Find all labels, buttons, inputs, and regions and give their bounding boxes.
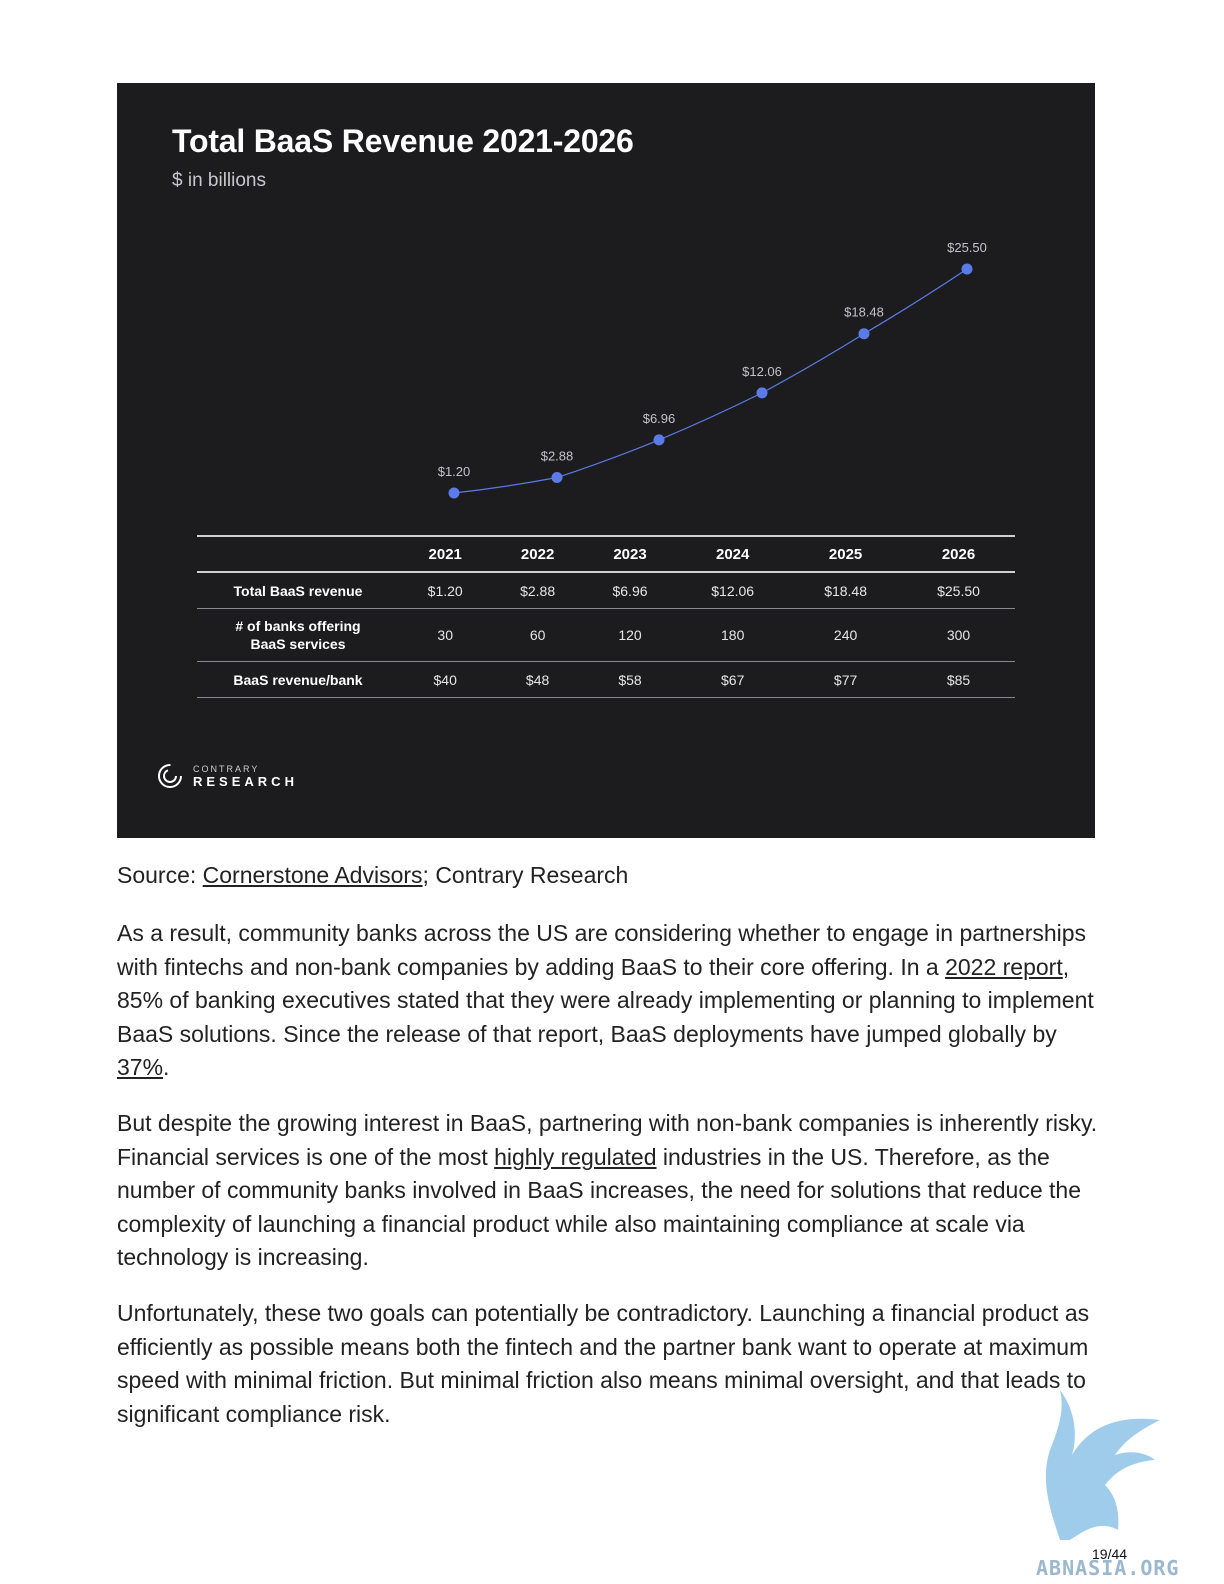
table-cell: 180: [676, 609, 790, 662]
table-cell: $85: [902, 662, 1015, 698]
table-cell: 30: [399, 609, 492, 662]
data-point: [448, 487, 460, 499]
paragraph-2: But despite the growing interest in BaaS…: [117, 1107, 1102, 1275]
table-cell: $12.06: [676, 573, 790, 609]
table-cell: $48: [491, 662, 584, 698]
line-chart: $1.20 $2.88 $6.96 $12.06 $18.48 $25.50: [438, 240, 987, 499]
data-label: $1.20: [438, 464, 471, 479]
data-label: $18.48: [844, 305, 884, 320]
link-highly-regulated[interactable]: highly regulated: [494, 1143, 657, 1170]
table-header-year: 2024: [676, 535, 790, 573]
paragraph-1: As a result, community banks across the …: [117, 917, 1102, 1085]
chart-subtitle: $ in billions: [172, 170, 266, 191]
table-header-year: 2025: [789, 535, 903, 573]
table-cell: $58: [583, 662, 677, 698]
table-cell: $18.48: [789, 573, 903, 609]
row-label-total-revenue: Total BaaS revenue: [197, 573, 399, 609]
data-label: $12.06: [742, 364, 782, 379]
table-cell: $2.88: [491, 573, 584, 609]
table-row: # of banks offering BaaS services 30 60 …: [197, 609, 1015, 662]
table-cell: 300: [902, 609, 1015, 662]
page-number: 19/44: [1092, 1546, 1128, 1562]
table-row: BaaS revenue/bank $40 $48 $58 $67 $77 $8…: [197, 662, 1015, 698]
data-point: [756, 387, 768, 399]
table-row: Total BaaS revenue $1.20 $2.88 $6.96 $12…: [197, 573, 1015, 609]
source-suffix: ; Contrary Research: [422, 862, 629, 888]
table-cell: $77: [789, 662, 903, 698]
table-header-year: 2021: [399, 535, 492, 573]
data-label: $2.88: [541, 449, 574, 464]
text-span: .: [163, 1054, 170, 1081]
table-header-year: 2022: [491, 535, 584, 573]
logo-wordmark: CONTRARY RESEARCH: [193, 764, 298, 789]
source-prefix: Source:: [117, 862, 203, 888]
data-label: $6.96: [643, 411, 676, 426]
text-span: industries in the US. Therefore, as the …: [117, 1143, 1081, 1271]
table-header-year: 2026: [902, 535, 1015, 573]
chart-title: Total BaaS Revenue 2021-2026: [172, 123, 634, 159]
table-cell: 240: [789, 609, 903, 662]
table-header-blank: [197, 535, 399, 573]
chart-panel: Total BaaS Revenue 2021-2026 $ in billio…: [117, 83, 1095, 838]
table-header-year: 2023: [583, 535, 677, 573]
data-point: [551, 472, 563, 484]
table-header-row: 2021 2022 2023 2024 2025 2026: [197, 535, 1015, 573]
logo-big-text: RESEARCH: [193, 773, 298, 789]
link-37-percent[interactable]: 37%: [117, 1054, 164, 1081]
series-line: [453, 268, 968, 494]
source-link-cornerstone[interactable]: Cornerstone Advisors: [202, 862, 423, 888]
text-span: As a result, community banks across the …: [117, 920, 1087, 980]
data-point: [961, 263, 973, 275]
table-cell: 60: [491, 609, 584, 662]
griffin-watermark-icon: [1045, 1390, 1160, 1540]
data-label: $25.50: [947, 240, 987, 255]
table-cell: $67: [676, 662, 790, 698]
table-cell: 120: [583, 609, 677, 662]
link-2022-report[interactable]: 2022 report: [945, 953, 1063, 980]
data-point: [653, 434, 665, 446]
contrary-research-logo: CONTRARY RESEARCH: [157, 763, 298, 789]
logo-small-text: CONTRARY: [193, 763, 260, 774]
row-label-revenue-per-bank: BaaS revenue/bank: [197, 662, 399, 698]
paragraph-3: Unfortunately, these two goals can poten…: [117, 1300, 1090, 1427]
table-cell: $1.20: [399, 573, 492, 609]
row-label-banks-offering: # of banks offering BaaS services: [197, 609, 399, 662]
source-line: Source: Cornerstone Advisors; Contrary R…: [117, 862, 628, 889]
row-label-line: BaaS services: [250, 636, 346, 652]
watermark-text: ABNASIA.ORG: [1036, 1556, 1180, 1580]
text-span: , 85% of banking executives stated that …: [117, 953, 1094, 1047]
contrary-logo-icon: [158, 764, 182, 788]
table-cell: $6.96: [583, 573, 677, 609]
table-cell: $40: [399, 662, 492, 698]
data-table: 2021 2022 2023 2024 2025 2026 Total BaaS…: [197, 535, 1015, 698]
data-point: [858, 328, 870, 340]
row-label-line: # of banks offering: [235, 618, 361, 634]
text-span: But despite the growing interest in BaaS…: [117, 1110, 1098, 1170]
table-cell: $25.50: [902, 573, 1015, 609]
